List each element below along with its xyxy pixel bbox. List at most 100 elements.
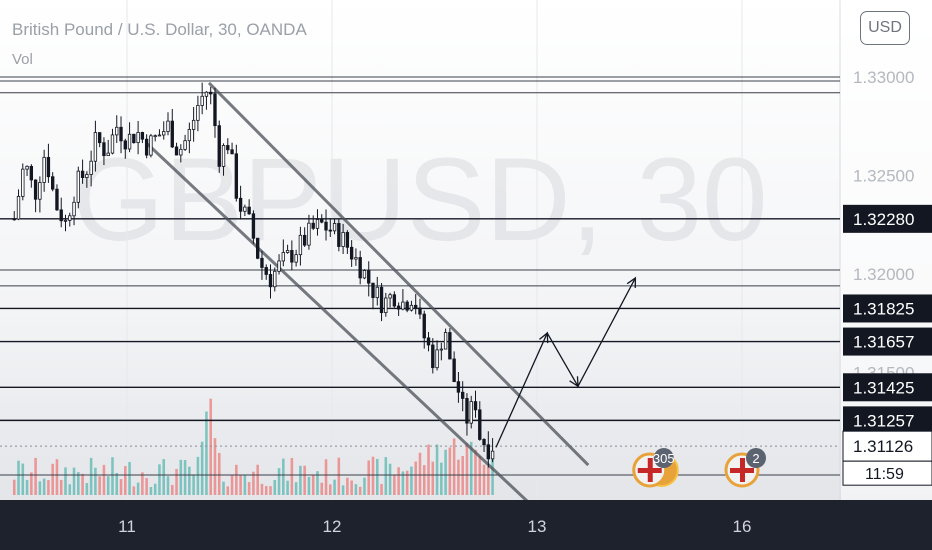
volume-bar	[209, 398, 212, 495]
candle-body	[89, 160, 93, 175]
volume-bar	[72, 467, 76, 495]
volume-bar	[269, 486, 272, 495]
level-price-tag	[843, 294, 932, 323]
candle-body	[469, 401, 473, 424]
event-count: 2	[752, 451, 759, 466]
candle-body	[97, 132, 102, 144]
candle-body	[183, 140, 187, 150]
candle-body	[123, 140, 127, 150]
volume-bar	[235, 464, 238, 495]
volume-bar	[77, 472, 80, 495]
volume-bar	[440, 462, 443, 495]
candle-body	[234, 153, 239, 199]
volume-bar	[17, 460, 20, 495]
candle-body	[392, 294, 397, 307]
volume-bar	[410, 466, 413, 495]
candle-body	[153, 135, 157, 138]
volume-indicator-label[interactable]: Vol	[12, 51, 33, 68]
volume-bar	[222, 481, 225, 495]
event-markers[interactable]: 305 2	[632, 448, 766, 488]
volume-bar	[358, 486, 362, 495]
candle-body	[213, 93, 217, 127]
time-tick-label: 12	[323, 517, 342, 536]
volume-bar	[457, 459, 460, 495]
channel-line	[207, 81, 590, 467]
candle-body	[486, 444, 490, 460]
volume-bar	[205, 411, 208, 495]
candle-body	[238, 197, 243, 212]
volume-bar	[106, 476, 110, 495]
volume-bar	[469, 441, 473, 495]
candle-body	[16, 195, 21, 220]
candle-body	[76, 170, 80, 203]
volume-bar	[346, 477, 349, 495]
flag-stripe	[740, 458, 745, 482]
volume-bar	[422, 465, 426, 495]
volume-bar	[141, 472, 144, 495]
candle-body	[243, 206, 247, 212]
volume-bar	[162, 459, 166, 495]
volume-bar	[260, 483, 264, 495]
volume-bar	[380, 484, 383, 495]
volume-bar	[333, 479, 336, 495]
candle-body	[311, 222, 315, 229]
channel-line	[146, 142, 539, 512]
flag-stripe	[647, 458, 653, 482]
currency-button[interactable]: USD	[860, 11, 910, 45]
time-tick-label: 16	[733, 517, 752, 536]
candle-body	[414, 304, 418, 309]
volume-bar	[217, 452, 221, 495]
volume-bar	[166, 476, 170, 495]
candle-body	[46, 156, 51, 178]
price-tick-label: 1.32500	[853, 167, 914, 186]
candle-body	[174, 146, 179, 156]
candle-body	[396, 305, 401, 310]
event-count-badge	[746, 448, 766, 468]
candle-body	[221, 145, 226, 167]
volume-bar	[149, 486, 153, 495]
volume-bar	[299, 465, 302, 495]
projection-line	[495, 277, 636, 448]
candle-body	[25, 165, 29, 170]
volume-bar	[452, 438, 456, 495]
volume-bar	[478, 456, 482, 495]
volume-bar	[12, 479, 16, 495]
candle-body	[80, 170, 85, 179]
volume-bar	[115, 472, 119, 495]
volume-bar	[59, 479, 63, 495]
volume-bar	[435, 444, 439, 495]
volume-bar	[200, 441, 204, 495]
volume-bar	[341, 485, 345, 495]
volume-bar	[94, 467, 97, 495]
volume-bar	[136, 482, 140, 495]
volume-bar	[324, 459, 328, 495]
volume-bar	[444, 449, 447, 495]
volume-bar	[42, 478, 46, 495]
volume-bar	[153, 483, 157, 495]
candle-body	[119, 126, 123, 142]
volume-bar	[286, 480, 289, 495]
event-marker[interactable]: 305	[632, 448, 679, 488]
candle-body	[448, 332, 452, 360]
candle-body	[315, 219, 320, 229]
countdown-tag	[842, 460, 932, 486]
candle-body	[72, 201, 76, 217]
candle-body	[204, 91, 209, 97]
event-marker[interactable]: 2	[724, 448, 766, 488]
volume-bar	[179, 459, 183, 495]
candle-body	[85, 174, 89, 179]
level-price-label: 1.31657	[853, 333, 914, 352]
volume-bar	[81, 473, 84, 495]
volume-bar	[226, 486, 230, 495]
candle-body	[12, 218, 16, 221]
candle-body	[247, 206, 251, 215]
trend-channel	[146, 81, 590, 512]
candle-body	[345, 232, 350, 248]
candle-body	[431, 344, 435, 369]
volume-bar	[487, 466, 490, 495]
candle-body	[367, 270, 371, 284]
volume-bar	[183, 460, 187, 495]
candle-body	[55, 188, 59, 211]
volume-bar	[388, 463, 392, 495]
